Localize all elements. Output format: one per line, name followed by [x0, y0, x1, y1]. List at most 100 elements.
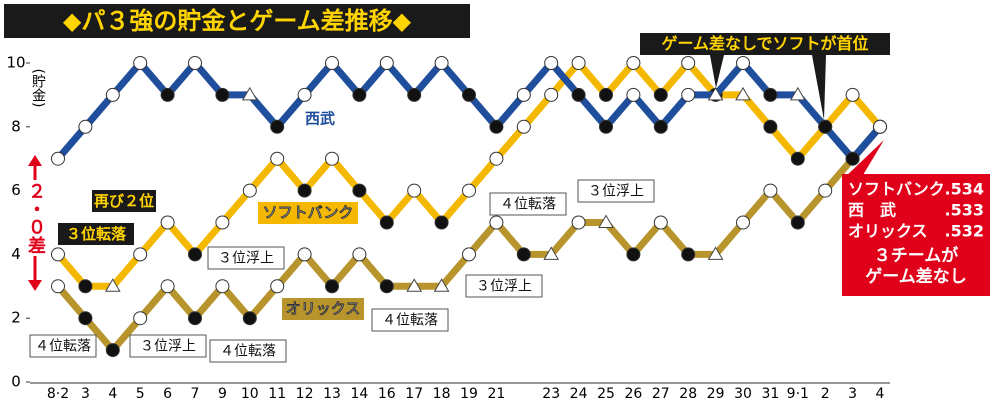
point-loss	[242, 311, 257, 326]
x-tick-label: 17	[405, 386, 423, 402]
point-win	[681, 87, 696, 102]
point-draw	[241, 86, 258, 101]
x-tick-label: 30	[734, 386, 752, 402]
point-loss	[434, 215, 449, 230]
point-loss	[215, 87, 230, 102]
point-win	[736, 215, 750, 230]
point-win	[489, 151, 504, 166]
title-box	[4, 4, 470, 38]
standings-team: 西 武	[848, 201, 896, 220]
x-tick-label: 9	[218, 386, 227, 402]
point-win	[78, 119, 93, 134]
point-draw	[598, 214, 614, 228]
annotation-pointer	[710, 55, 826, 120]
point-loss	[681, 247, 696, 262]
annotation: ４位転落	[220, 344, 276, 360]
point-win	[133, 247, 148, 262]
point-win	[51, 247, 65, 262]
point-win	[653, 215, 668, 230]
gap-label: ２・０差	[25, 182, 46, 254]
gap-label-box	[26, 180, 44, 256]
annotation-box	[640, 33, 890, 55]
x-tick-label: 7	[191, 386, 200, 402]
point-win	[379, 56, 394, 70]
x-tick-label: 10	[241, 386, 259, 402]
point-win	[681, 56, 696, 70]
y-tick-label: 0	[11, 373, 21, 391]
point-win	[297, 87, 312, 102]
x-tick-label: 3	[81, 386, 90, 402]
point-loss	[818, 119, 833, 134]
point-win	[736, 56, 750, 70]
x-tick-label: 18	[433, 386, 451, 402]
x-tick-label: 5	[136, 386, 145, 402]
point-loss	[516, 247, 531, 262]
point-loss	[653, 87, 668, 102]
point-win	[242, 183, 257, 198]
point-win	[763, 183, 778, 198]
point-loss	[270, 119, 285, 134]
standings-pct: .533	[945, 201, 984, 220]
x-tick-label: 2	[821, 386, 830, 402]
point-win	[544, 56, 559, 70]
annotation-box	[92, 190, 156, 212]
point-win	[188, 56, 202, 70]
annotation: ３位浮上	[588, 184, 644, 200]
point-loss	[489, 119, 504, 134]
point-win	[133, 311, 148, 326]
annotation: 再び２位	[94, 192, 154, 210]
point-loss	[626, 247, 641, 262]
annotation: ３位転落	[66, 225, 127, 243]
annotation-box	[58, 223, 134, 245]
standings-team: オリックス	[848, 222, 928, 241]
point-win	[51, 151, 65, 166]
point-loss	[105, 343, 120, 358]
chart-title: ◆パ３強の貯金とゲーム差推移◆	[63, 7, 412, 35]
y-tick-label: 10	[6, 54, 25, 72]
series-label: オリックス	[286, 300, 361, 318]
annotation: ３位浮上	[476, 279, 532, 295]
annotation: ４位転落	[382, 313, 438, 329]
point-draw	[104, 278, 121, 292]
point-win	[571, 215, 586, 230]
point-loss	[599, 119, 613, 134]
x-tick-label: 11	[268, 386, 286, 402]
x-tick-label: 31	[761, 386, 779, 402]
x-tick-label: 26	[624, 386, 642, 402]
point-loss	[571, 87, 586, 102]
x-tick-label: 9·1	[787, 386, 809, 402]
point-loss	[653, 119, 668, 134]
x-tick-label: 21	[487, 386, 505, 402]
point-loss	[379, 279, 394, 294]
annotation: ３位浮上	[140, 339, 196, 355]
point-win	[818, 183, 833, 198]
point-loss	[763, 87, 778, 102]
series-label-box	[258, 202, 358, 224]
point-draw	[433, 278, 450, 292]
annotation-box	[207, 246, 285, 270]
x-tick-label: 8·2	[47, 386, 69, 402]
point-win	[873, 119, 887, 134]
x-tick-label: 19	[460, 386, 478, 402]
point-win	[626, 56, 641, 70]
point-win	[133, 56, 148, 70]
point-win	[215, 279, 230, 294]
point-win	[215, 215, 230, 230]
x-tick-label: 29	[707, 386, 725, 402]
annotation-box	[577, 179, 655, 203]
x-tick-label: 27	[652, 386, 670, 402]
point-loss	[352, 183, 367, 198]
point-draw	[543, 246, 560, 260]
annotation-box	[489, 192, 567, 216]
y-axis-label: (貯金)	[30, 69, 46, 108]
annotation-box	[209, 339, 287, 363]
x-tick-label: 4	[876, 386, 885, 402]
annotation: ３位浮上	[218, 251, 274, 267]
standings-pct: .534	[945, 180, 984, 199]
point-loss	[790, 215, 805, 230]
point-loss	[599, 87, 613, 102]
point-win	[352, 247, 367, 262]
y-tick-label: 8	[11, 117, 21, 135]
point-loss	[462, 87, 476, 102]
